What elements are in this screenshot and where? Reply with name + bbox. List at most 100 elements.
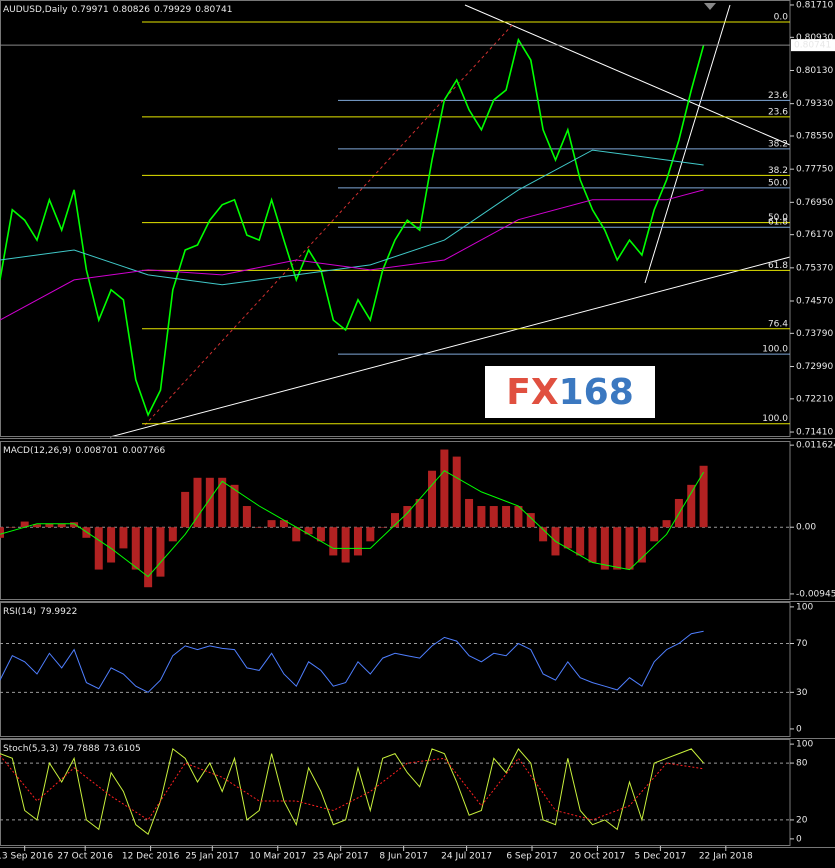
histogram-bar: [625, 527, 634, 570]
fib-label: 23.6: [768, 91, 788, 101]
y-tick-label: 0.79330: [796, 99, 833, 109]
y-tick-label: 0.78550: [796, 131, 833, 141]
y-tick-label: 100: [796, 602, 813, 612]
y-tick-label: 0.72990: [796, 362, 833, 372]
histogram-bar: [662, 520, 671, 528]
histogram-bar: [699, 465, 708, 528]
y-tick-label: -0.00945: [796, 589, 835, 599]
histogram-bar: [576, 527, 585, 556]
y-tick-label: 30: [796, 688, 808, 698]
histogram-bar: [168, 527, 177, 542]
histogram-bar: [428, 470, 437, 528]
x-tick-label: 25 Apr 2017: [313, 852, 369, 862]
histogram-bar: [242, 506, 251, 528]
histogram-bar: [20, 521, 29, 528]
x-tick-label: 5 Dec 2017: [635, 852, 687, 862]
fib-label: 0.0: [774, 12, 789, 22]
y-tick-label: 0.72210: [796, 394, 833, 404]
histogram-bar: [378, 527, 387, 528]
fib-label: 61.8: [768, 218, 788, 228]
y-tick-label: 0: [796, 834, 802, 844]
header-part: 0.79971: [72, 5, 109, 15]
histogram-bar: [489, 506, 498, 528]
histogram-bar: [440, 449, 449, 528]
x-tick-label: 25 Jan 2017: [185, 852, 239, 862]
histogram-bar: [94, 527, 103, 570]
histogram-bar: [526, 513, 535, 528]
histogram-bar: [292, 527, 301, 542]
fib-label: 23.6: [768, 107, 788, 117]
x-tick-label: 12 Dec 2016: [122, 852, 180, 862]
histogram-bar: [205, 477, 214, 528]
header-part: 73.6105: [104, 744, 141, 754]
x-tick-label: 6 Sep 2017: [506, 852, 557, 862]
y-tick-label: 20: [796, 815, 808, 825]
y-tick-label: 0.73790: [796, 329, 833, 339]
histogram-bar: [144, 527, 153, 588]
x-tick-label: 10 Mar 2017: [249, 852, 306, 862]
histogram-bar: [33, 524, 42, 528]
y-tick-label: 80: [796, 759, 808, 769]
histogram-bar: [279, 520, 288, 528]
histogram-bar: [366, 527, 375, 542]
histogram-bar: [687, 484, 696, 528]
histogram-bar: [70, 522, 79, 528]
histogram-bar: [156, 527, 165, 577]
histogram-bar: [316, 527, 325, 542]
y-tick-label: 0.71410: [796, 428, 833, 438]
histogram-bar: [304, 527, 313, 535]
series-line: [0, 37, 705, 418]
x-tick-label: 22 Jan 2018: [699, 852, 753, 862]
series-line: [0, 189, 704, 321]
series-line: [0, 748, 704, 836]
fib-label: 38.2: [768, 139, 788, 149]
panel-header: RSI(14) 79.9922: [3, 607, 77, 617]
y-tick-label: 0.00: [796, 523, 816, 533]
panel-border: [0, 441, 791, 600]
series-line: [0, 470, 705, 578]
y-tick-label: 70: [796, 639, 808, 649]
histogram-bar: [502, 506, 511, 528]
histogram-bar: [329, 527, 338, 556]
histogram-bar: [267, 520, 276, 528]
histogram-bar: [8, 527, 17, 528]
histogram-bar: [57, 523, 66, 528]
shift-marker: [704, 3, 716, 10]
histogram-bar: [588, 527, 597, 563]
histogram-bar: [637, 527, 646, 563]
trend-line: [109, 256, 791, 438]
histogram-bar: [119, 527, 128, 549]
fib-label: 100.0: [762, 345, 788, 355]
y-tick-label: 0.77750: [796, 165, 833, 175]
x-tick-label: 24 Jul 2017: [441, 852, 492, 862]
current-price-label: 0.80741: [794, 41, 831, 51]
y-tick-label: 0.75370: [796, 263, 833, 273]
header-part: 79.9922: [40, 607, 77, 617]
header-part: 0.80741: [195, 5, 232, 15]
header-part: AUDUSD,Daily: [3, 5, 68, 15]
histogram-bar: [45, 523, 54, 528]
histogram-bar: [600, 527, 609, 570]
watermark-box: [485, 366, 655, 418]
x-tick-label: 27 Oct 2016: [57, 852, 113, 862]
header-part: 79.7888: [62, 744, 99, 754]
fib-label: 38.2: [768, 166, 788, 176]
histogram-bar: [391, 513, 399, 528]
fib-label: 61.8: [768, 261, 788, 271]
x-tick-label: 8 Jun 2017: [379, 852, 427, 862]
x-tick-label: 20 Oct 2017: [570, 852, 626, 862]
y-tick-label: 0.76170: [796, 230, 833, 240]
histogram-bar: [0, 527, 4, 538]
histogram-bar: [650, 527, 659, 542]
histogram-bar: [465, 498, 474, 528]
panel-header: AUDUSD,Daily 0.79971 0.80826 0.79929 0.80741: [3, 5, 232, 15]
header-part: Stoch(5,3,3): [3, 744, 58, 754]
histogram-bar: [230, 484, 239, 528]
series-line: [0, 630, 704, 693]
histogram-bar: [452, 456, 461, 528]
y-tick-label: 0.76950: [796, 198, 833, 208]
histogram-bar: [353, 527, 362, 556]
histogram-bar: [539, 527, 548, 542]
